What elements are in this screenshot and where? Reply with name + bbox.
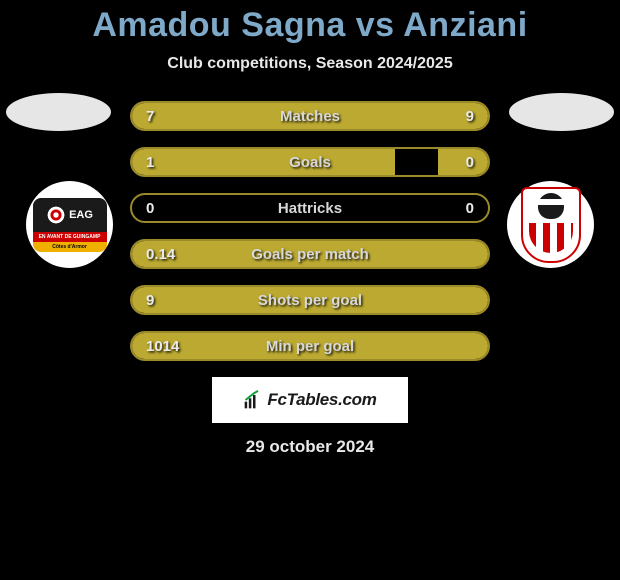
page-title: Amadou Sagna vs Anziani [0,0,620,45]
player-photo-left [6,93,111,131]
eag-swirl-icon [46,205,66,225]
brand-text: FcTables.com [267,390,376,410]
stat-label: Matches [132,103,488,129]
stat-row: 10Goals [130,147,490,177]
stat-label: Shots per goal [132,287,488,313]
aca-head-icon [538,193,564,219]
subtitle: Club competitions, Season 2024/2025 [0,55,620,73]
stat-row: 9Shots per goal [130,285,490,315]
club-badge-right [507,181,594,268]
eag-logo: EAG EN AVANT DE GUINGAMP Côtes d'Armor [33,198,107,252]
stat-row: 0.14Goals per match [130,239,490,269]
club-badge-left: EAG EN AVANT DE GUINGAMP Côtes d'Armor [26,181,113,268]
stat-bars: 79Matches 10Goals 00Hattricks 0.14Goals per… [130,101,490,361]
comparison-main: EAG EN AVANT DE GUINGAMP Côtes d'Armor 7… [0,101,620,361]
stat-label: Goals per match [132,241,488,267]
eag-sub2: Côtes d'Armor [33,242,107,252]
brand-box: FcTables.com [212,377,408,423]
player-photo-right [509,93,614,131]
stat-label: Hattricks [132,195,488,221]
stat-label: Goals [132,149,488,175]
stat-label: Min per goal [132,333,488,359]
date-text: 29 october 2024 [0,437,620,457]
aca-stripes-icon [529,223,573,253]
aca-logo [521,187,581,263]
stat-row: 00Hattricks [130,193,490,223]
eag-sub1: EN AVANT DE GUINGAMP [33,232,107,242]
fctables-icon [243,390,263,410]
eag-text: EAG [69,209,93,221]
stat-row: 79Matches [130,101,490,131]
stat-row: 1014Min per goal [130,331,490,361]
